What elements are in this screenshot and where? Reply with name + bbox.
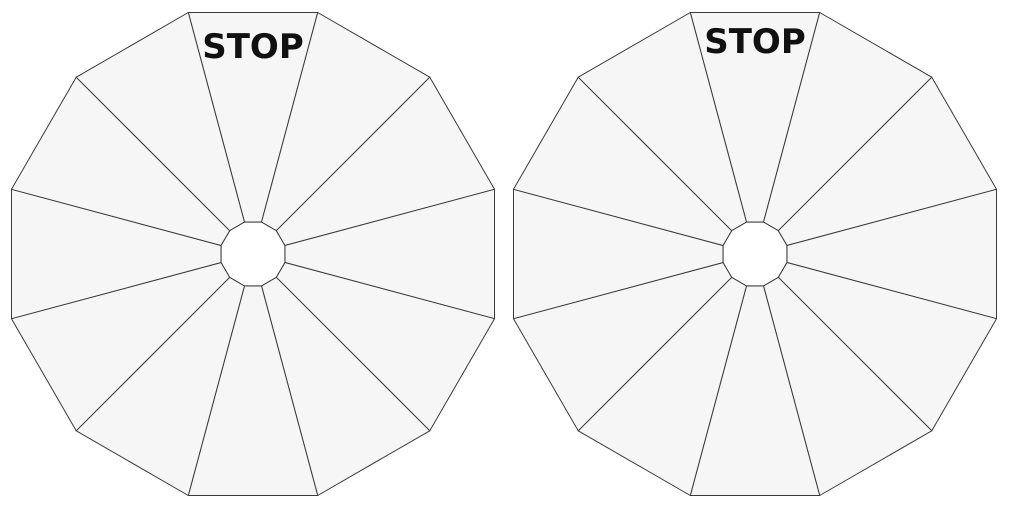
stop-label: STOP — [202, 27, 304, 67]
wheel-hub — [722, 221, 788, 287]
wheel-left: STOP — [11, 12, 495, 496]
wheel-right: STOP — [513, 12, 997, 496]
stop-label: STOP — [704, 22, 806, 62]
wheel-hub — [220, 221, 286, 287]
